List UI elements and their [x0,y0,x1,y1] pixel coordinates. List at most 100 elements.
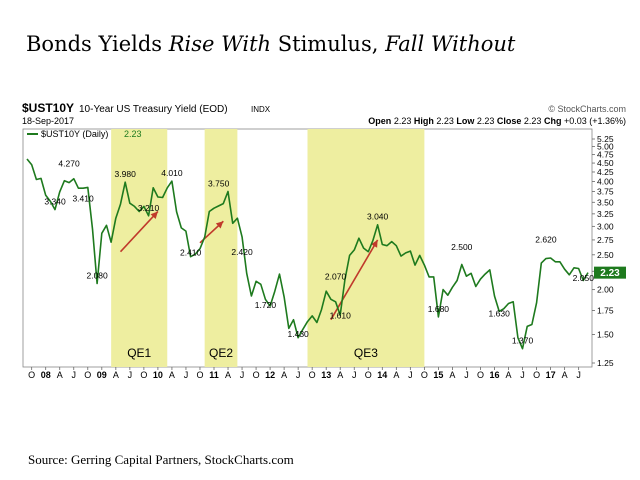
trend-arrow-head [150,211,158,219]
y-axis: 1.251.501.752.002.252.502.753.003.253.50… [592,134,614,368]
x-tick-label: A [393,370,399,380]
quote-field-value: 2.23 [524,116,544,126]
y-tick-label: 2.00 [597,285,614,295]
y-tick-label: 4.75 [597,150,614,160]
trend-arrow [330,239,379,321]
value-annotation: 3.210 [138,203,160,213]
x-tick-label: O [421,370,428,380]
x-tick-label: 08 [41,370,51,380]
quote-field-label: High [414,116,437,126]
trend-arrow-head [215,221,224,229]
x-tick-label: A [449,370,455,380]
x-tick-label: J [296,370,301,380]
y-tick-label: 2.75 [597,235,614,245]
y-tick-label: 3.75 [597,187,614,197]
x-tick-label: 17 [546,370,556,380]
x-tick-label: O [365,370,372,380]
x-tick-label: O [309,370,316,380]
x-tick-label: J [464,370,469,380]
x-tick-label: O [28,370,35,380]
x-tick-label: 15 [433,370,443,380]
qe-band-label: QE3 [354,346,378,360]
value-annotation: 1.720 [255,300,277,310]
quote-field-label: Chg [544,116,564,126]
x-tick-label: O [533,370,540,380]
quote-field-label: Close [497,116,524,126]
qe-band [204,129,238,367]
value-annotation: 3.340 [44,197,66,207]
title-part-4: Fall Without [385,32,516,56]
qe-band [111,129,168,367]
value-annotation: 2.420 [231,247,253,257]
x-tick-label: A [506,370,512,380]
y-tick-label: 3.50 [597,197,614,207]
qe-band-label: QE1 [127,346,151,360]
value-annotation: 4.270 [58,158,80,168]
x-tick-label: A [169,370,175,380]
value-annotation: 1.610 [330,310,352,320]
value-annotation: 2.620 [535,234,557,244]
title-part-3: Stimulus, [271,32,386,56]
y-tick-label: 1.75 [597,305,614,315]
last-value-box [594,266,626,279]
credit-label: © StockCharts.com [548,104,626,114]
x-tick-label: J [408,370,413,380]
y-tick-label: 1.50 [597,330,614,340]
value-annotation: 1.430 [288,329,310,339]
source-note: Source: Gerring Capital Partners, StockC… [28,452,294,467]
x-axis: O 08 A J O 09 A J O 10 A J O 11 A J O 12 A J O 13 A J O 14 A J O 15 A J… [28,367,581,380]
description-label: 10-Year US Treasury Yield (EOD) [79,104,228,115]
y-tick-label: 5.25 [597,134,614,144]
value-annotation: 2.050 [573,273,595,283]
qe-band [307,129,425,367]
value-annotation: 2.080 [86,271,108,281]
x-tick-label: J [184,370,189,380]
x-tick-label: O [196,370,203,380]
value-annotation: 2.070 [325,271,347,281]
quote-field-value: 2.23 [477,116,497,126]
quote-line: Open 2.23 High 2.23 Low 2.23 Close 2.23 … [368,116,626,126]
value-annotation: 1.630 [489,309,511,319]
value-annotation: 3.750 [208,179,230,189]
legend-value: 2.23 [124,129,142,139]
quote-field-value: 2.23 [394,116,414,126]
x-tick-label: 13 [321,370,331,380]
value-annotation: 3.980 [115,169,137,179]
x-tick-label: O [140,370,147,380]
trend-arrow [119,210,159,253]
x-tick-label: A [113,370,119,380]
qe-bands: QE1 QE2 QE3 [111,129,425,367]
exchange-label: INDX [251,105,271,114]
x-tick-label: J [576,370,581,380]
date-label: 18-Sep-2017 [22,116,74,126]
x-tick-label: A [57,370,63,380]
x-tick-label: 16 [489,370,499,380]
value-annotation: 1.680 [428,304,450,314]
legend-label: $UST10Y (Daily) [41,129,108,139]
title-part-2: Rise With [168,32,272,56]
quote-field-label: Open [368,116,394,126]
x-tick-label: 11 [209,370,219,380]
quote-field-value: 2.23 [436,116,456,126]
x-tick-label: 09 [97,370,107,380]
x-tick-label: A [337,370,343,380]
y-tick-label: 4.25 [597,167,614,177]
quote-field-value: +0.03 (+1.36%) [564,116,626,126]
x-tick-label: A [225,370,231,380]
last-value-label: 2.23 [600,268,620,279]
value-annotation: 3.410 [72,193,94,203]
x-tick-label: J [72,370,77,380]
value-annotation: 4.010 [161,168,183,178]
y-tick-label: 1.25 [597,358,614,368]
x-tick-label: O [253,370,260,380]
chart-title: Bonds Yields Rise With Stimulus, Fall Wi… [26,32,515,56]
quote-field-label: Low [456,116,477,126]
last-value-marker: 2.23 [594,266,626,279]
title-part-1: Bonds Yields [26,32,169,56]
qe-band-label: QE2 [209,346,233,360]
x-tick-label: 14 [377,370,387,380]
value-annotation: 1.370 [512,336,534,346]
y-tick-label: 4.00 [597,176,614,186]
value-annotation: 2.410 [180,248,202,258]
